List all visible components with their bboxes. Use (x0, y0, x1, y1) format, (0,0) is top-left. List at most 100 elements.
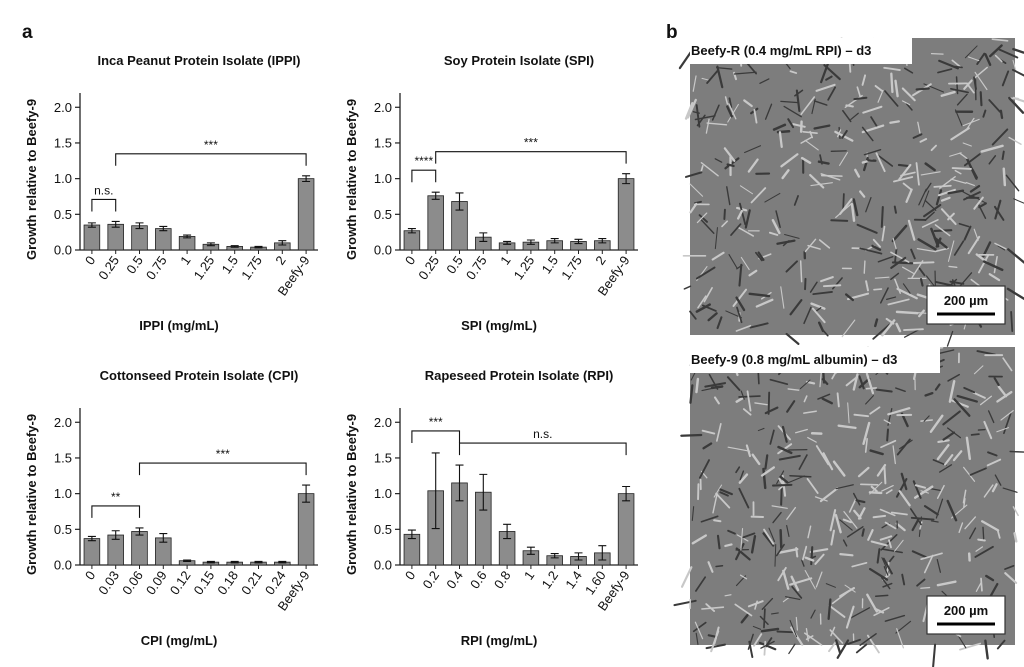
cell (893, 176, 914, 183)
cell (933, 236, 948, 249)
cell (839, 553, 854, 557)
cell (881, 319, 896, 337)
cell (879, 535, 893, 541)
cell (691, 506, 695, 521)
bar (297, 493, 315, 566)
cell (956, 394, 978, 403)
cell (727, 103, 739, 123)
scale-label: 200 µm (944, 603, 988, 618)
cell (789, 619, 798, 638)
cell (715, 564, 724, 568)
y-tick-label: 1.0 (374, 171, 392, 186)
cell (738, 263, 743, 287)
error-bar (87, 222, 96, 228)
cell (762, 467, 767, 490)
cell (815, 83, 836, 92)
cell (753, 108, 758, 124)
cell (750, 187, 767, 204)
cell (844, 584, 856, 593)
cell (702, 442, 713, 450)
cell (856, 86, 862, 99)
cell (835, 484, 854, 490)
cell (743, 99, 753, 108)
cell (959, 152, 968, 160)
cell (850, 112, 859, 121)
cell (955, 76, 959, 95)
cell (895, 620, 912, 634)
significance-bracket (138, 462, 307, 476)
cell (803, 306, 812, 325)
cell (853, 413, 870, 418)
cell (811, 307, 826, 324)
cell (782, 597, 790, 603)
cell (921, 219, 939, 228)
y-axis-label: Growth relative to Beefy-9 (24, 99, 39, 260)
cell (895, 322, 902, 333)
cell (701, 606, 725, 610)
cell (907, 219, 916, 241)
cell (883, 419, 891, 425)
cell (1013, 532, 1018, 543)
error-bar (574, 238, 583, 245)
cell (794, 89, 804, 97)
cell (1012, 59, 1017, 72)
cell (747, 158, 759, 173)
significance-bracket (458, 442, 627, 456)
y-tick-label: 1.0 (54, 171, 72, 186)
error-bar (206, 560, 215, 564)
cell (819, 487, 839, 503)
cell (782, 240, 790, 247)
significance-label: **** (414, 154, 433, 168)
cell (837, 424, 857, 430)
scale-box (926, 595, 1006, 635)
cell (890, 251, 910, 263)
cell (982, 260, 1004, 272)
panel-label: a (22, 22, 33, 43)
cell (935, 247, 949, 253)
significance-label: n.s. (533, 427, 552, 441)
significance-bracket (91, 198, 117, 212)
cell (844, 293, 855, 302)
cell (859, 247, 883, 255)
cell (884, 614, 906, 622)
scale-box (926, 285, 1006, 325)
error-bar (111, 220, 120, 228)
cell (987, 410, 995, 424)
error-bar (278, 560, 287, 564)
cell (716, 65, 724, 89)
cell (813, 124, 831, 130)
cell (683, 285, 692, 290)
cell (883, 465, 887, 485)
significance-label: *** (204, 138, 218, 152)
cell (875, 152, 886, 173)
error-bar (254, 245, 263, 249)
cell (963, 79, 973, 90)
cell (829, 509, 837, 532)
cell (946, 499, 958, 522)
cell (768, 231, 779, 236)
cell (885, 489, 893, 495)
significance-label: *** (429, 415, 443, 429)
cell (986, 458, 1002, 467)
error-bar (302, 175, 311, 183)
y-tick-label: 2.0 (374, 415, 392, 430)
cell (787, 118, 795, 129)
cell (738, 202, 747, 226)
error-bar (455, 464, 464, 502)
cell (982, 241, 992, 258)
cell (820, 276, 834, 283)
cell (984, 53, 992, 66)
cell (874, 84, 883, 92)
cell (847, 402, 850, 424)
cell (954, 169, 962, 175)
cell (894, 539, 904, 552)
caption-box (690, 38, 912, 64)
cell (901, 100, 911, 106)
cell (701, 429, 716, 435)
cell (924, 211, 935, 221)
cell (700, 165, 704, 173)
cell (847, 638, 861, 645)
cell (836, 639, 850, 659)
y-tick-label: 0.0 (374, 243, 392, 258)
cell (881, 484, 894, 492)
